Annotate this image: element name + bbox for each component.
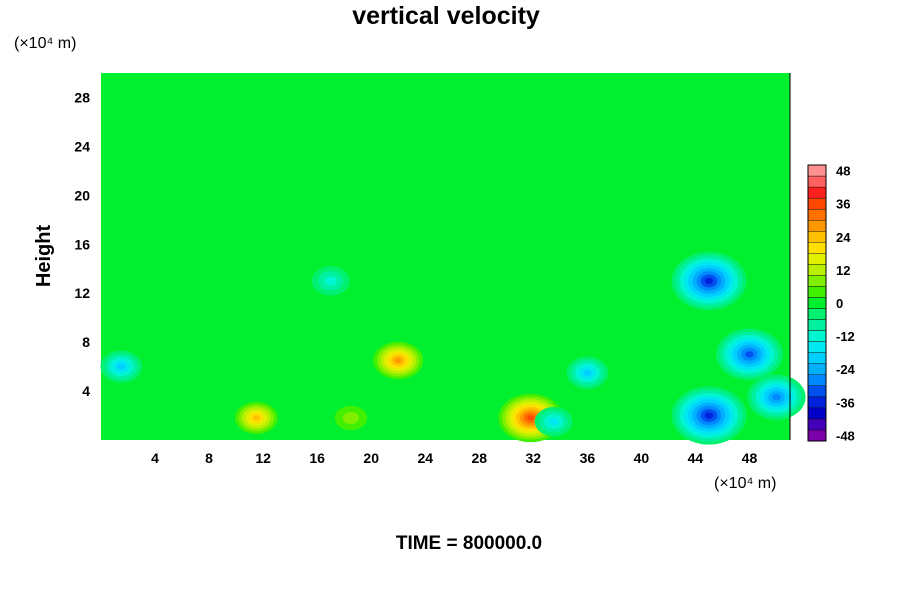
colorbar-swatch bbox=[807, 197, 827, 210]
colorbar-swatch bbox=[807, 319, 827, 331]
colorbar-swatch bbox=[807, 286, 827, 298]
heatmap-feature-3-level-2 bbox=[342, 411, 360, 425]
x-tick-label: 12 bbox=[255, 450, 271, 466]
y-tick-label: 28 bbox=[74, 89, 90, 105]
x-tick-label: 24 bbox=[417, 450, 433, 466]
colorbar-swatch bbox=[807, 330, 827, 342]
heatmap-feature-0-level-7 bbox=[394, 357, 402, 364]
colorbar-swatch bbox=[807, 175, 827, 188]
colorbar-tick-label: 24 bbox=[836, 230, 851, 245]
x-ticks: 4 8 12 16 20 24 28 32 36 40 44 48 bbox=[151, 450, 757, 466]
colorbar-swatch bbox=[807, 385, 827, 398]
colorbar-swatch bbox=[807, 264, 827, 276]
heatmap-background bbox=[101, 73, 790, 440]
colorbar-swatch bbox=[807, 341, 827, 353]
heatmap-feature-7-level-9 bbox=[704, 277, 714, 285]
colorbar-swatch bbox=[807, 219, 827, 232]
heatmap-feature-5-level-5 bbox=[583, 369, 592, 376]
x-tick-label: 32 bbox=[526, 450, 542, 466]
x-tick-label: 16 bbox=[309, 450, 325, 466]
heatmap-feature-11-level-3 bbox=[324, 276, 337, 286]
colorbar-swatch bbox=[807, 186, 827, 199]
colorbar-swatch bbox=[807, 374, 827, 387]
x-tick-label: 40 bbox=[634, 450, 650, 466]
colorbar-tick-label: -36 bbox=[836, 395, 855, 410]
colorbar-swatch bbox=[807, 363, 827, 375]
colorbar-swatch bbox=[807, 297, 827, 309]
y-ticks: 4 8 12 16 20 24 28 bbox=[74, 89, 90, 399]
y-tick-label: 20 bbox=[74, 187, 90, 203]
heatmap-feature-4-level-5 bbox=[117, 363, 126, 370]
y-tick-label: 8 bbox=[82, 334, 90, 350]
colorbar-tick-label: -12 bbox=[836, 329, 855, 344]
colorbar-tick-label: 36 bbox=[836, 197, 850, 212]
colorbar-tick-label: 48 bbox=[836, 164, 850, 179]
x-tick-label: 36 bbox=[580, 450, 596, 466]
x-axis-unit: (×10⁴ m) bbox=[714, 475, 776, 492]
heatmap-feature-1-level-6 bbox=[252, 415, 260, 421]
colorbar-swatch bbox=[807, 275, 827, 287]
x-tick-label: 48 bbox=[742, 450, 758, 466]
colorbar-legend: 48 36 24 12 0 -12 -24 -36 -48 bbox=[807, 164, 856, 444]
colorbar-swatch bbox=[807, 418, 827, 431]
heatmap-feature-8-level-8 bbox=[745, 351, 754, 358]
plot-area bbox=[100, 73, 806, 445]
y-tick-label: 12 bbox=[74, 285, 90, 301]
x-tick-label: 44 bbox=[688, 450, 704, 466]
colorbar-tick-label: 12 bbox=[836, 263, 850, 278]
time-label: TIME = 800000.0 bbox=[396, 533, 542, 554]
heatmap-feature-10-level-7 bbox=[772, 393, 781, 401]
chart-title: vertical velocity bbox=[352, 2, 540, 30]
y-axis-label: Height bbox=[33, 225, 55, 288]
heatmap-feature-2-level-9 bbox=[527, 415, 535, 421]
colorbar-tick-label: -24 bbox=[836, 362, 856, 377]
x-tick-label: 8 bbox=[205, 450, 213, 466]
colorbar-swatch bbox=[807, 352, 827, 364]
heatmap-feature-9-level-9 bbox=[704, 412, 714, 419]
heatmap-feature-6-level-4 bbox=[548, 417, 559, 426]
x-tick-label: 20 bbox=[363, 450, 379, 466]
colorbar-swatch bbox=[807, 242, 827, 254]
colorbar-tick-label: -48 bbox=[836, 429, 855, 444]
y-axis-unit: (×10⁴ m) bbox=[14, 35, 76, 52]
colorbar-swatch bbox=[807, 407, 827, 420]
colorbar-swatch bbox=[807, 231, 827, 243]
y-tick-label: 24 bbox=[74, 138, 90, 154]
colorbar-swatch bbox=[807, 208, 827, 221]
y-tick-label: 16 bbox=[74, 236, 90, 252]
colorbar-swatch bbox=[807, 308, 827, 320]
colorbar-swatch bbox=[807, 429, 827, 442]
y-tick-label: 4 bbox=[82, 383, 90, 399]
colorbar-swatch bbox=[807, 253, 827, 265]
colorbar-frame bbox=[807, 164, 827, 442]
colorbar-swatch bbox=[807, 164, 827, 177]
x-tick-label: 28 bbox=[471, 450, 487, 466]
x-tick-label: 4 bbox=[151, 450, 159, 466]
colorbar-tick-label: 0 bbox=[836, 296, 843, 311]
colorbar-swatch bbox=[807, 396, 827, 409]
